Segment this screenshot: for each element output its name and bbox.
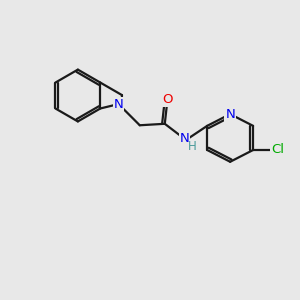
Text: H: H (188, 140, 197, 153)
Text: O: O (162, 93, 172, 106)
Text: N: N (225, 108, 235, 121)
Text: Cl: Cl (271, 143, 284, 157)
Text: N: N (114, 98, 123, 111)
Text: N: N (180, 132, 189, 145)
